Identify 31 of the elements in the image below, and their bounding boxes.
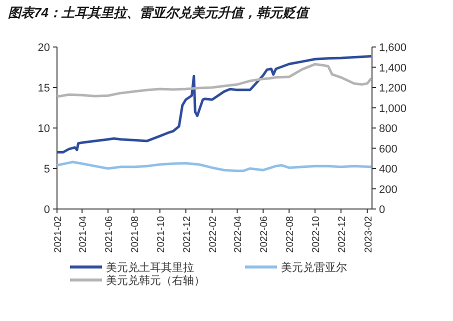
y2-tick-label: 800 [379,123,398,135]
y-tick-label: 5 [44,164,50,176]
x-tick-label: 2021-10 [156,216,167,253]
legend-label: 美元兑雷亚尔 [281,261,347,274]
x-tick-label: 2022-04 [233,216,244,253]
y-tick-label: 15 [38,82,50,94]
x-tick-label: 2022-10 [311,216,322,253]
y2-tick-label: 0 [379,204,386,216]
x-tick-label: 2022-12 [336,216,348,253]
x-tick-label: 2022-08 [285,216,296,253]
y-tick-label: 20 [38,42,50,54]
x-tick-label: 2021-08 [130,216,141,253]
x-tick-label: 2022-06 [259,216,270,253]
x-tick-label: 2023-02 [363,216,374,253]
x-tick-label: 2021-04 [78,216,90,253]
title: 图表74：土耳其里拉、雷亚尔兑美元升值，韩元贬值 [8,5,308,20]
y2-tick-label: 400 [379,164,398,176]
legend-label: 美元兑韩元（右轴） [106,274,205,287]
y2-tick-label: 1,000 [379,102,407,115]
x-tick-label: 2021-06 [104,216,116,253]
x-tick-label: 2021-12 [182,216,193,253]
y2-tick-label: 200 [379,184,398,196]
y-tick-label: 10 [38,123,50,135]
y2-tick-label: 1,200 [379,82,407,94]
y-tick-label: 0 [44,204,50,216]
x-tick-label: 2021-02 [53,216,64,253]
x-tick-label: 2022-02 [208,216,220,253]
y2-tick-label: 1,400 [379,62,407,74]
y2-tick-label: 1,600 [379,42,407,54]
y2-tick-label: 600 [379,143,398,156]
legend-label: 美元兑土耳其里拉 [106,261,194,274]
